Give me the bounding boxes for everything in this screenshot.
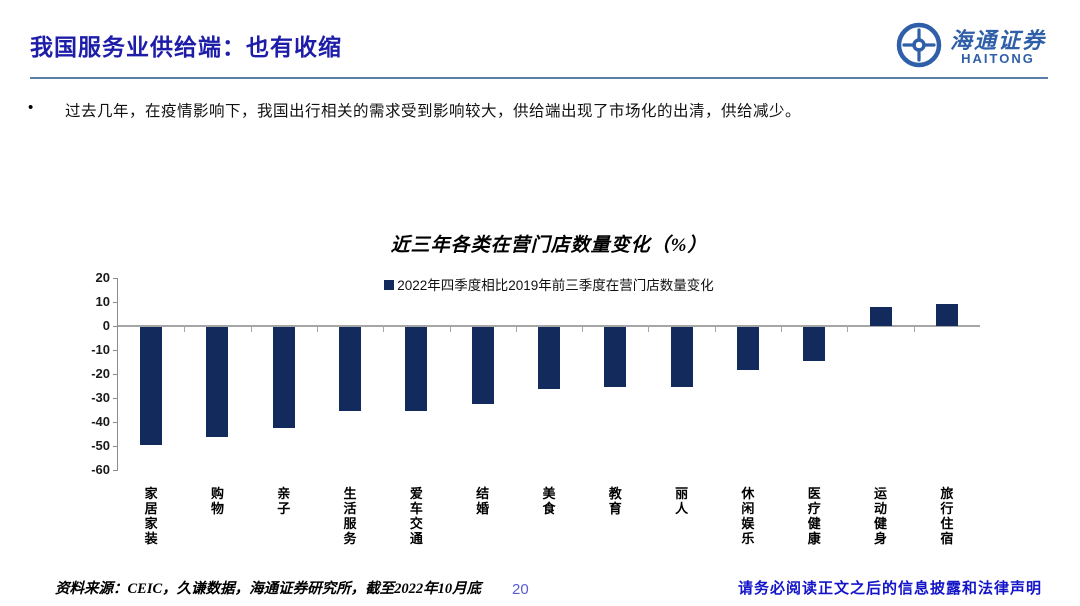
- logo-text: 海通证券 HAITONG: [949, 27, 1046, 66]
- bar-丽人: [670, 327, 693, 387]
- haitong-logo: 海通证券 HAITONG: [896, 22, 1046, 73]
- x-axis-tick: [781, 327, 783, 332]
- logo-en-label: HAITONG: [961, 50, 1035, 66]
- bullet-text: 过去几年，在疫情影响下，我国出行相关的需求受到影响较大，供给端出现了市场化的出清…: [65, 103, 802, 120]
- y-tick-label: -40: [91, 414, 110, 429]
- x-axis-tick: [648, 327, 650, 332]
- x-axis-tick: [316, 327, 318, 332]
- x-axis-tick: [515, 327, 517, 332]
- y-axis-tick: [113, 350, 118, 351]
- bar-旅行住宿: [935, 304, 958, 326]
- bar-运动健身: [869, 306, 892, 326]
- legend-swatch-icon: [384, 280, 395, 290]
- y-axis-tick: [113, 470, 118, 471]
- category-label: 旅行住宿: [940, 486, 954, 546]
- y-tick-label: 0: [102, 318, 110, 333]
- y-tick-label: 20: [95, 270, 110, 285]
- y-tick-label: -30: [91, 390, 110, 405]
- y-axis-tick: [113, 446, 118, 447]
- category-label: 休闲娱乐: [741, 486, 755, 546]
- y-axis-tick: [113, 422, 118, 423]
- x-axis-tick: [913, 327, 915, 332]
- chart-legend: 2022年四季度相比2019年前三季度在营门店数量变化: [118, 274, 980, 294]
- x-axis-labels: 家居家装 购物 亲子 生活服务 爱车交通 结婚 美食 教育 丽人 休闲娱乐 医疗健康 运动健身 旅行住宿: [118, 486, 980, 570]
- category-label: 家居家装: [144, 486, 158, 546]
- y-axis-tick: [113, 302, 118, 303]
- bullet-item: • 过去几年，在疫情影响下，我国出行相关的需求受到影响较大，供给端出现了市场化的…: [28, 99, 1048, 121]
- haitong-coin-icon: [896, 22, 942, 73]
- bar-教育: [604, 327, 627, 387]
- bar-生活服务: [339, 327, 362, 411]
- header-divider: [30, 77, 1048, 79]
- y-tick-label: -10: [91, 342, 110, 357]
- category-label: 亲子: [277, 486, 291, 516]
- bar-家居家装: [140, 327, 163, 445]
- bar-休闲娱乐: [736, 327, 759, 371]
- x-axis-tick: [714, 327, 716, 332]
- disclaimer-note: 请务必阅读正文之后的信息披露和法律声明: [737, 581, 1042, 597]
- bar-亲子: [272, 327, 295, 428]
- x-axis-tick: [250, 327, 252, 332]
- chart-plot: 20 10 0 -10 -20 -30 -40 -50 -60: [91, 271, 980, 477]
- category-label: 教育: [608, 486, 622, 516]
- chart-title: 近三年各类在营门店数量变化（%）: [390, 235, 708, 256]
- y-tick-label: -20: [91, 366, 110, 381]
- category-label: 美食: [542, 486, 556, 516]
- bullet-marker: •: [28, 99, 34, 116]
- y-axis-tick: [113, 398, 118, 399]
- bar-爱车交通: [405, 327, 428, 411]
- bar-美食: [538, 327, 560, 390]
- category-label: 购物: [210, 486, 224, 516]
- legend-label: 2022年四季度相比2019年前三季度在营门店数量变化: [397, 278, 714, 293]
- x-axis-tick: [582, 327, 584, 332]
- category-label: 结婚: [476, 486, 490, 516]
- category-label: 医疗健康: [807, 486, 821, 546]
- y-tick-label: 10: [95, 294, 110, 309]
- category-label: 运动健身: [874, 486, 888, 546]
- page-number: 20: [512, 581, 529, 598]
- bar-医疗健康: [803, 327, 826, 361]
- x-axis-tick: [449, 327, 451, 332]
- bar-购物: [206, 327, 229, 438]
- bar-结婚: [471, 327, 494, 404]
- y-axis-tick: [113, 278, 118, 279]
- x-axis-tick: [847, 327, 849, 332]
- x-axis-tick: [383, 327, 385, 332]
- x-axis-tick: [184, 327, 186, 332]
- category-label: 丽人: [675, 486, 689, 516]
- category-label: 生活服务: [343, 486, 357, 546]
- logo-cn-label: 海通证券: [949, 27, 1046, 53]
- y-axis-tick: [113, 326, 118, 327]
- category-label: 爱车交通: [409, 486, 423, 546]
- page-title: 我国服务业供给端：也有收缩: [30, 34, 342, 60]
- y-tick-label: -50: [91, 438, 110, 453]
- zero-gridline: [118, 325, 980, 327]
- y-axis-tick: [113, 374, 118, 375]
- source-note: 资料来源：CEIC，久谦数据，海通证券研究所，截至2022年10月底: [55, 581, 482, 597]
- y-tick-label: -60: [91, 462, 110, 477]
